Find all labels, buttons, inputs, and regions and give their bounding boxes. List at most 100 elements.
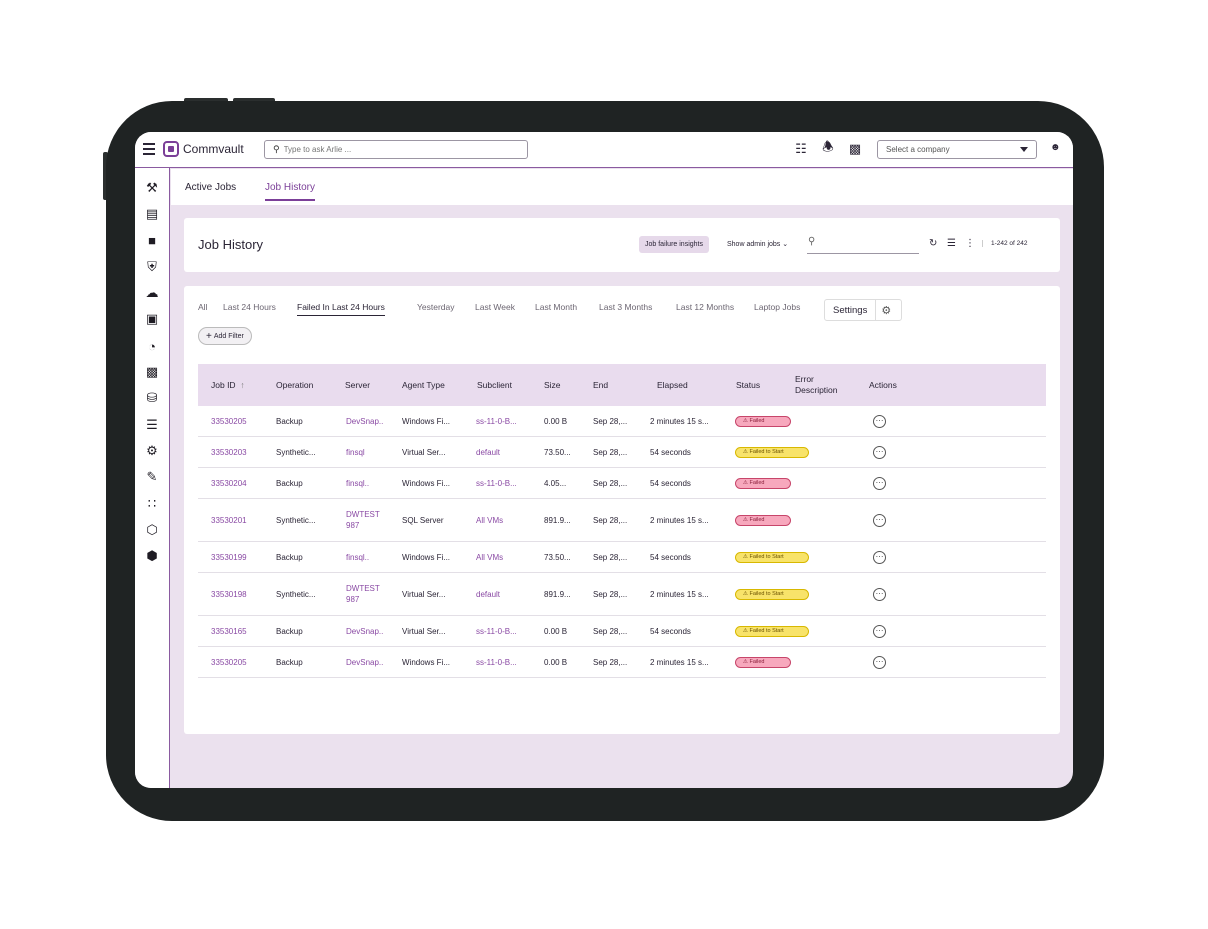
monitor-icon[interactable]: ▩ xyxy=(145,364,159,379)
column-header-status[interactable]: Status xyxy=(736,379,761,390)
reports-icon[interactable]: ▤ xyxy=(145,206,159,221)
table-row[interactable]: 33530201 Synthetic... DWTEST 987 SQL Server… xyxy=(198,499,1046,542)
filter-tab-last-3-months[interactable]: Last 3 Months xyxy=(599,302,653,312)
apps-grid-icon[interactable]: ∷ xyxy=(147,496,157,511)
cell-job-id[interactable]: 33530165 xyxy=(211,626,247,636)
table-row[interactable]: 33530165 Backup DevSnap.. Virtual Ser... ss-… xyxy=(198,616,1046,647)
table-row[interactable]: 33530204 Backup finsql.. Windows Fi... ss-11… xyxy=(198,468,1046,499)
filter-tab-last-week[interactable]: Last Week xyxy=(475,302,516,312)
more-actions-icon[interactable]: ⋯ xyxy=(873,445,886,459)
warning-icon: ⚠ xyxy=(743,590,750,597)
cell-job-id[interactable]: 33530199 xyxy=(211,552,247,562)
filter-tab-laptop-jobs[interactable]: Laptop Jobs xyxy=(754,302,801,312)
notes-icon[interactable]: ✎ xyxy=(146,469,158,484)
cell-subclient[interactable]: ss-11-0-B... xyxy=(476,657,517,667)
device-button-side xyxy=(103,152,108,200)
user-icon[interactable]: ☻ xyxy=(1050,142,1061,153)
cell-server[interactable]: DevSnap.. xyxy=(346,657,384,667)
filter-tab-yesterday[interactable]: Yesterday xyxy=(417,302,455,312)
add-filter-button[interactable]: + Add Filter xyxy=(198,327,252,345)
column-header-elapsed[interactable]: Elapsed xyxy=(657,379,688,390)
dashboard-icon[interactable]: ◔ xyxy=(148,338,156,354)
table-row[interactable]: 33530203 Synthetic... finsql Virtual Ser...… xyxy=(198,437,1046,468)
cell-subclient[interactable]: ss-11-0-B... xyxy=(476,478,517,488)
tab-job-history[interactable]: Job History xyxy=(265,182,316,201)
more-actions-icon[interactable]: ⋯ xyxy=(873,587,886,601)
show-admin-jobs-toggle[interactable]: Show admin jobs ⌄ xyxy=(727,240,788,248)
menu-icon[interactable] xyxy=(143,143,155,155)
ask-search-input[interactable] xyxy=(283,145,504,154)
cell-job-id[interactable]: 33530205 xyxy=(211,657,247,667)
more-actions-icon[interactable]: ⋯ xyxy=(873,513,886,527)
refresh-icon[interactable]: ↻ xyxy=(929,238,938,249)
column-header-subclient[interactable]: Subclient xyxy=(477,379,512,390)
cell-agent-type: SQL Server xyxy=(402,515,444,525)
more-actions-icon[interactable]: ⋯ xyxy=(873,414,886,428)
tools-icon[interactable]: ⚒ xyxy=(146,180,158,195)
column-header-error-description[interactable]: Error Description xyxy=(795,374,838,395)
cell-server[interactable]: DWTEST 987 xyxy=(346,510,380,530)
cell-subclient[interactable]: ss-11-0-B... xyxy=(476,416,517,426)
more-actions-icon[interactable]: ⋯ xyxy=(873,476,886,490)
cell-job-id[interactable]: 33530203 xyxy=(211,447,247,457)
cell-server[interactable]: finsql.. xyxy=(346,478,370,488)
cell-subclient[interactable]: default xyxy=(476,447,501,457)
cell-server[interactable]: DevSnap.. xyxy=(346,416,384,426)
more-options-icon[interactable]: ⋮ xyxy=(965,238,975,249)
column-header-size[interactable]: Size xyxy=(544,379,561,390)
ask-search-box[interactable]: ⚲ xyxy=(264,140,528,159)
filter-tab-last-12-months[interactable]: Last 12 Months xyxy=(676,302,735,312)
table-row[interactable]: 33530205 Backup DevSnap.. Windows Fi... ss-1… xyxy=(198,406,1046,437)
column-header-agent-type[interactable]: Agent Type xyxy=(402,379,445,390)
tab-active-jobs[interactable]: Active Jobs xyxy=(185,182,237,193)
filter-tab-all[interactable]: All xyxy=(198,302,208,312)
briefcase-icon[interactable]: ▣ xyxy=(145,311,159,326)
cell-job-id[interactable]: 33530198 xyxy=(211,589,247,599)
more-actions-icon[interactable]: ⋯ xyxy=(873,655,886,669)
filter-tab-last-24-hours[interactable]: Last 24 Hours xyxy=(223,302,276,312)
cell-job-id[interactable]: 33530201 xyxy=(211,515,247,525)
table-row[interactable]: 33530199 Backup finsql.. Windows Fi... All V… xyxy=(198,542,1046,573)
gear-icon[interactable]: ⚙ xyxy=(881,304,892,317)
job-failure-insights-button[interactable]: Job failure insights xyxy=(639,236,709,253)
table-search-field[interactable]: ⚲ xyxy=(807,236,919,254)
database-icon[interactable]: ⛁ xyxy=(146,390,158,405)
server-icon[interactable]: ☷ xyxy=(795,141,807,156)
cloud-icon[interactable]: ☁ xyxy=(145,285,159,300)
filter-tab-last-month[interactable]: Last Month xyxy=(535,302,578,312)
cell-subclient[interactable]: All VMs xyxy=(476,515,504,525)
panel-icon[interactable]: ▩ xyxy=(848,141,862,156)
logo[interactable]: Commvault xyxy=(163,141,244,157)
cell-subclient[interactable]: default xyxy=(476,589,501,599)
gear-icon[interactable]: ⚙ xyxy=(146,443,158,458)
hexagon-icon[interactable]: ⬢ xyxy=(146,548,158,563)
security-shield-icon[interactable]: ⛨ xyxy=(147,259,157,274)
cell-subclient[interactable]: All VMs xyxy=(476,552,504,562)
more-actions-icon[interactable]: ⋯ xyxy=(873,624,886,638)
settings-button[interactable]: Settings ⚙ xyxy=(824,299,902,321)
bell-icon[interactable]: 🕭 xyxy=(822,139,834,154)
sort-up-icon[interactable]: ↑ xyxy=(240,379,245,390)
cell-server[interactable]: finsql.. xyxy=(346,552,370,562)
cell-subclient[interactable]: ss-11-0-B... xyxy=(476,626,517,636)
sliders-icon[interactable]: ☰ xyxy=(146,417,158,432)
column-header-job-id[interactable]: Job ID ↑ xyxy=(211,364,245,406)
cube-icon[interactable]: ⬡ xyxy=(146,522,158,537)
cell-agent-type: Windows Fi... xyxy=(402,657,451,667)
more-actions-icon[interactable]: ⋯ xyxy=(873,550,886,564)
company-select[interactable]: Select a company xyxy=(877,140,1037,159)
cell-job-id[interactable]: 33530204 xyxy=(211,478,247,488)
cell-server[interactable]: DWTEST 987 xyxy=(346,584,380,604)
cell-job-id[interactable]: 33530205 xyxy=(211,416,247,426)
table-row[interactable]: 33530198 Synthetic... DWTEST 987 Virtual Se… xyxy=(198,573,1046,616)
filter-tab-failed-last-24-hours[interactable]: Failed In Last 24 Hours xyxy=(297,302,385,316)
protect-icon[interactable]: ■ xyxy=(148,232,156,248)
cell-server[interactable]: DevSnap.. xyxy=(346,626,384,636)
column-header-operation[interactable]: Operation xyxy=(276,379,314,390)
columns-icon[interactable]: ☰ xyxy=(947,238,956,249)
cell-operation: Backup xyxy=(276,626,303,636)
column-header-end[interactable]: End xyxy=(593,379,609,390)
cell-server[interactable]: finsql xyxy=(346,447,365,457)
column-header-server[interactable]: Server xyxy=(345,379,371,390)
table-row[interactable]: 33530205 Backup DevSnap.. Windows Fi... ss-1… xyxy=(198,647,1046,678)
